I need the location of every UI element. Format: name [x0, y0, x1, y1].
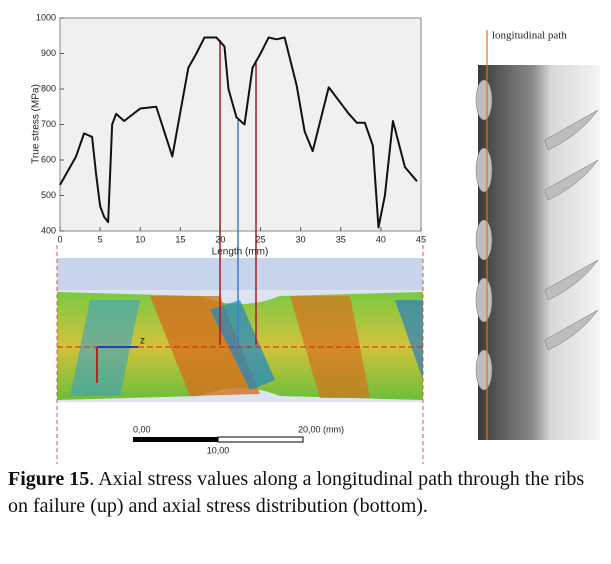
x-tick-label: 10 — [135, 234, 145, 244]
x-tick-label: 40 — [376, 234, 386, 244]
plot-area — [59, 17, 422, 232]
stress-line — [59, 36, 418, 229]
x-axis-label: Length (mm) — [212, 247, 269, 258]
y-tick-label: 1000 — [36, 12, 56, 22]
axis-marker: z — [140, 336, 145, 347]
caption-text: . Axial stress values along a longitudin… — [8, 468, 585, 517]
y-tick-label: 800 — [41, 83, 56, 93]
path-label: longitudinal path — [492, 30, 567, 42]
y-tick-label: 700 — [41, 119, 56, 129]
x-tick-label: 20 — [215, 234, 225, 244]
scale-middle: 10,00 — [207, 445, 230, 455]
scale-start: 0,00 — [133, 424, 151, 434]
fe-model: z 0,00 10,00 20,00 (mm) — [56, 245, 424, 464]
rebar: longitudinal path — [475, 30, 600, 440]
y-tick-label: 500 — [41, 190, 56, 200]
y-tick-label: 900 — [41, 48, 56, 58]
y-tick-label: 600 — [41, 154, 56, 164]
x-tick-label: 25 — [256, 234, 266, 244]
x-tick-label: 15 — [175, 234, 185, 244]
caption-label: Figure 15 — [8, 468, 90, 490]
caption: Figure 15. Axial stress values along a l… — [8, 466, 608, 520]
x-tick-label: 45 — [416, 234, 426, 244]
y-axis-label: True stress (MPa) — [31, 84, 42, 164]
x-tick-label: 5 — [98, 234, 103, 244]
figure: z 0,00 10,00 20,00 (mm) longitudinal pat… — [31, 12, 600, 464]
x-tick-label: 35 — [336, 234, 346, 244]
scale-end: 20,00 (mm) — [298, 424, 344, 434]
x-tick-label: 30 — [296, 234, 306, 244]
x-tick-label: 0 — [57, 234, 62, 244]
y-tick-label: 400 — [41, 225, 56, 235]
